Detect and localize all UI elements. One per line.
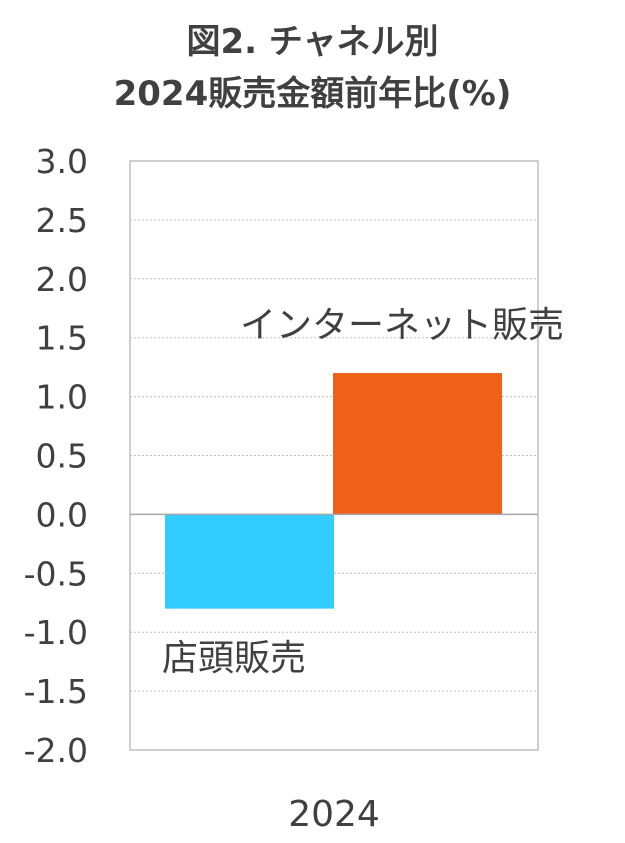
series-label-internet: インターネット販売 bbox=[240, 305, 564, 346]
y-tick-label: 2.0 bbox=[36, 260, 88, 299]
y-tick-label: -1.0 bbox=[24, 613, 88, 652]
y-tick-label: 3.0 bbox=[36, 142, 88, 181]
x-axis-categories: 2024 bbox=[288, 794, 380, 835]
y-axis-ticks: 3.0 2.5 2.0 1.5 1.0 0.5 0.0 -0.5 -1.0 -1.5 -2.0 bbox=[24, 142, 88, 770]
y-tick-label: 0.5 bbox=[36, 437, 88, 476]
bar-store bbox=[165, 514, 334, 609]
chart-title-line2: 2024販売金額前年比(%) bbox=[113, 74, 512, 114]
bars bbox=[165, 373, 502, 609]
y-tick-label: -2.0 bbox=[24, 731, 88, 770]
y-tick-label: 1.0 bbox=[36, 378, 88, 417]
x-category-label: 2024 bbox=[288, 794, 380, 835]
y-tick-label: -1.5 bbox=[24, 672, 88, 711]
chart-title-line1: 図2. チャネル別 bbox=[186, 22, 439, 62]
y-tick-label: 1.5 bbox=[36, 319, 88, 358]
bar-internet bbox=[333, 373, 502, 515]
plot-frame bbox=[129, 160, 539, 751]
y-tick-label: 2.5 bbox=[36, 201, 88, 240]
y-tick-label: -0.5 bbox=[24, 554, 88, 593]
y-tick-label: 0.0 bbox=[36, 495, 88, 534]
series-labels: 店頭販売 インターネット販売 bbox=[162, 305, 564, 679]
series-label-store: 店頭販売 bbox=[162, 638, 306, 679]
